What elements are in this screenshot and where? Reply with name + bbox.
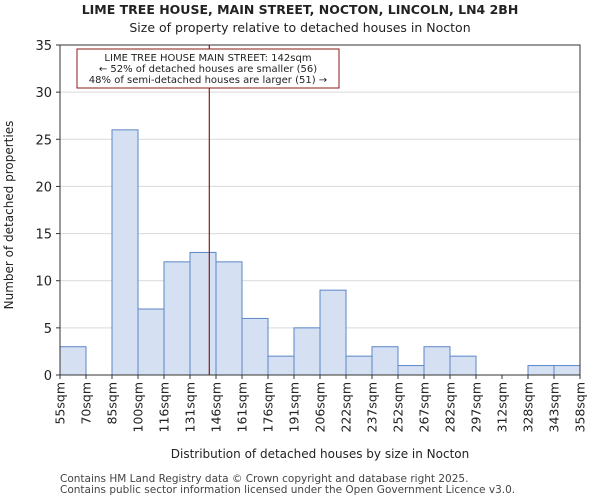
histogram-bar [163,261,191,376]
y-tick-label: 5 [44,322,52,337]
histogram-bar [111,129,139,376]
x-tick-label: 100sqm [131,382,146,432]
x-tick-label: 85sqm [105,382,120,425]
x-tick-label: 297sqm [469,382,484,432]
x-tick-label: 176sqm [261,382,276,432]
histogram-bar [241,317,269,376]
x-tick-label: 116sqm [157,382,172,432]
histogram-bar [345,355,373,376]
x-tick-label: 55sqm [53,382,68,425]
histogram-bar [371,346,399,376]
y-tick-label: 10 [35,275,52,290]
histogram-bar [423,346,451,376]
x-tick-label: 312sqm [495,382,510,432]
histogram-bar [293,327,321,376]
histogram-bar [137,308,165,376]
footer-line-2: Contains public sector information licen… [60,484,516,496]
x-tick-label: 70sqm [79,382,94,425]
x-axis-ticks: 55sqm 70sqm 85sqm 100sqm 116sqm 131sqm 146sqm 1… [53,375,588,432]
bars [59,129,581,376]
axes-frame [59,44,581,376]
chart-subtitle: Size of property relative to detached ho… [129,20,470,35]
histogram-bar [319,289,347,376]
x-tick-label: 282sqm [443,382,458,432]
x-tick-label: 222sqm [339,382,354,432]
histogram-bar [189,251,217,376]
x-tick-label: 131sqm [183,382,198,432]
chart-title: LIME TREE HOUSE, MAIN STREET, NOCTON, LI… [82,2,519,17]
histogram-bar [553,365,581,376]
annotation-line-2: ← 52% of detached houses are smaller (56… [99,64,317,75]
x-tick-label: 267sqm [417,382,432,432]
y-tick-label: 0 [44,369,52,384]
annotation-line-1: LIME TREE HOUSE MAIN STREET: 142sqm [104,53,311,64]
x-axis-label: Distribution of detached houses by size … [171,447,469,461]
y-tick-label: 35 [35,39,52,54]
footer-line-1: Contains HM Land Registry data © Crown c… [60,473,469,485]
x-tick-label: 191sqm [287,382,302,432]
histogram-bar [397,365,425,376]
x-tick-label: 358sqm [573,382,588,432]
y-axis-ticks: 0 5 10 15 20 25 30 35 [35,39,60,384]
histogram-bar [527,365,555,376]
annotation-box: LIME TREE HOUSE MAIN STREET: 142sqm ← 52… [76,48,340,89]
y-axis-label: Number of detached properties [2,121,16,310]
annotation-frame [76,48,340,89]
x-tick-label: 328sqm [521,382,536,432]
x-tick-label: 252sqm [391,382,406,432]
x-tick-label: 206sqm [313,382,328,432]
x-tick-label: 237sqm [365,382,380,432]
histogram-bar [449,355,477,376]
x-tick-label: 343sqm [547,382,562,432]
annotation-line-3: 48% of semi-detached houses are larger (… [89,75,327,86]
histogram-bar [59,346,87,376]
plot-border [59,44,581,376]
histogram-bar [215,261,243,376]
y-tick-label: 15 [35,228,52,243]
y-tick-label: 30 [35,86,52,101]
y-tick-label: 25 [35,133,52,148]
x-tick-label: 161sqm [235,382,250,432]
x-tick-label: 146sqm [209,382,224,432]
histogram-bar [267,355,295,376]
y-tick-label: 20 [35,180,52,195]
